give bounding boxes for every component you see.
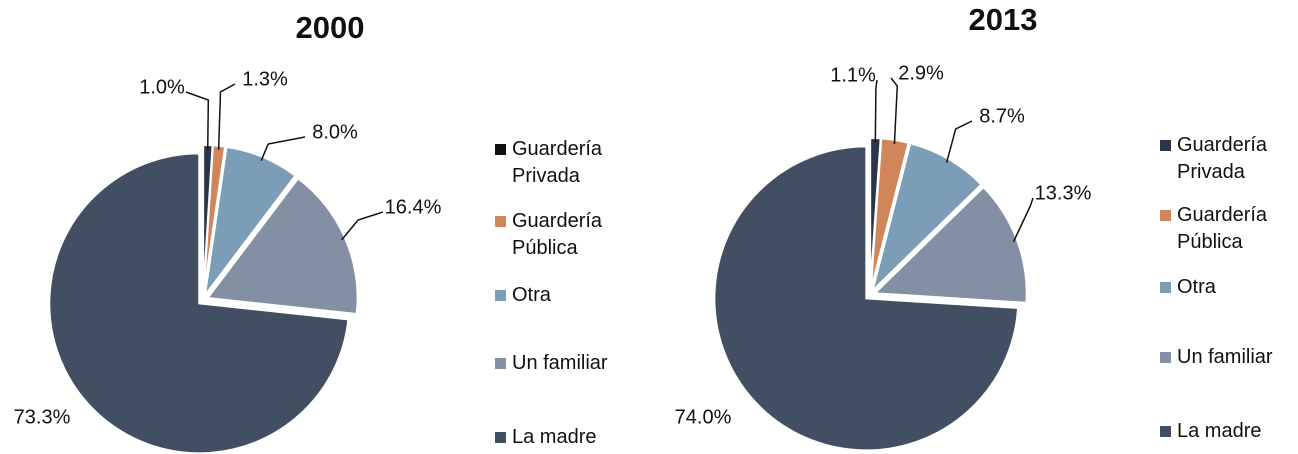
legend-swatch: [1160, 352, 1171, 363]
pie-slice: [713, 145, 1020, 452]
chart-title: 2013: [969, 2, 1038, 37]
legend-item: Otra: [495, 282, 612, 309]
pie-slice: [870, 142, 983, 294]
leader-line: [185, 91, 210, 150]
data-label: 74.0%: [675, 406, 732, 428]
data-label: 2.9%: [898, 62, 944, 84]
legend-item: Guardería Privada: [1160, 132, 1277, 186]
data-label: 1.0%: [139, 76, 185, 98]
legend-swatch: [1160, 140, 1171, 151]
legend-swatch: [495, 144, 506, 155]
leader-line: [890, 77, 899, 144]
legend-swatch: [495, 432, 506, 443]
pie-slice: [48, 152, 350, 454]
leader-line: [217, 83, 236, 150]
legend-item: Un familiar: [495, 350, 612, 377]
legend-label: Un familiar: [1177, 346, 1273, 368]
leader-line: [874, 79, 878, 143]
legend-label: La madre: [512, 426, 597, 448]
data-label: 1.3%: [242, 68, 288, 90]
data-label: 16.4%: [385, 196, 442, 218]
legend-label: La madre: [1177, 420, 1262, 442]
leader-line: [1012, 197, 1034, 243]
legend-label: Guardería Privada: [1177, 134, 1268, 183]
legend-swatch: [495, 358, 506, 369]
leader-line: [945, 120, 973, 163]
pie-slice: [872, 185, 1028, 304]
leader-line: [260, 136, 306, 161]
legend-label: Guardería Pública: [1177, 204, 1268, 253]
legend-label: Otra: [512, 284, 551, 306]
data-label: 13.3%: [1035, 182, 1092, 204]
legend-item: La madre: [1160, 418, 1277, 445]
legend-label: Otra: [1177, 276, 1216, 298]
pie-slice: [205, 176, 359, 316]
legend-swatch: [1160, 426, 1171, 437]
legend-item: Guardería Privada: [495, 136, 612, 190]
data-label: 73.3%: [14, 406, 71, 428]
chart-title: 2000: [296, 10, 365, 45]
legend-label: Un familiar: [512, 352, 608, 374]
legend-item: Otra: [1160, 274, 1277, 301]
legend-swatch: [495, 216, 506, 227]
legend-item: La madre: [495, 424, 612, 451]
data-label: 1.1%: [830, 64, 876, 86]
legend-swatch: [1160, 282, 1171, 293]
legend-item: Un familiar: [1160, 344, 1277, 371]
legend-swatch: [495, 290, 506, 301]
legend-item: Guardería Pública: [1160, 202, 1277, 256]
leader-line: [341, 211, 384, 241]
legend-label: Guardería Privada: [512, 138, 603, 187]
legend-item: Guardería Pública: [495, 208, 612, 262]
data-label: 8.0%: [312, 121, 358, 143]
legend-label: Guardería Pública: [512, 210, 603, 259]
legend-swatch: [1160, 210, 1171, 221]
data-label: 8.7%: [979, 105, 1025, 127]
